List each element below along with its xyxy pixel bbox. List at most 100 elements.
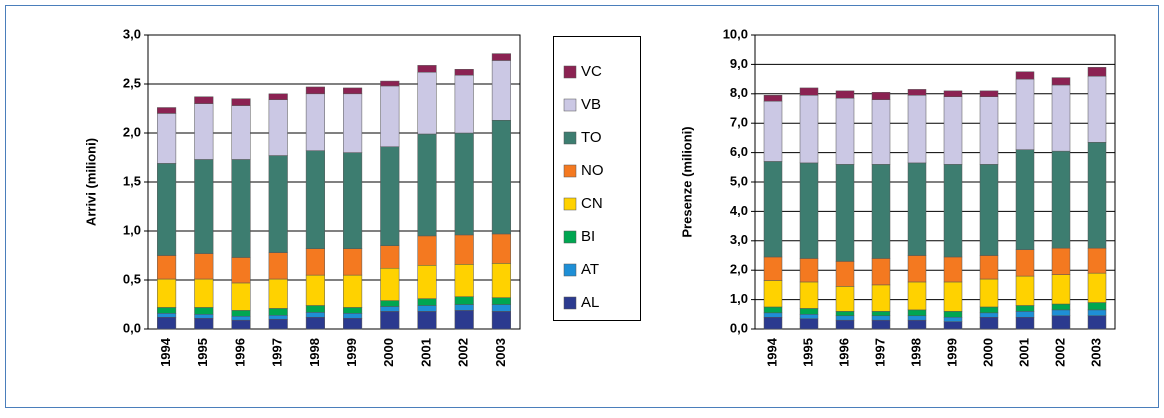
bar-segment xyxy=(380,85,400,147)
bar-segment xyxy=(305,86,325,95)
bar-segment xyxy=(907,281,927,311)
bar-segment xyxy=(268,93,288,100)
bar-segment xyxy=(231,159,251,258)
y-axis-label: Presenze (milioni) xyxy=(679,126,694,237)
bar-segment xyxy=(343,313,363,319)
bar-segment xyxy=(454,310,474,330)
bar-segment xyxy=(799,314,819,319)
bar-segment xyxy=(943,281,963,312)
bar-segment xyxy=(907,162,927,256)
legend-label: BI xyxy=(581,228,595,245)
bar-segment xyxy=(454,234,474,265)
bar-segment xyxy=(871,284,891,312)
bar-segment xyxy=(979,316,999,330)
bar-segment xyxy=(157,316,177,330)
bar-segment xyxy=(417,235,437,266)
y-tick-label: 2,0 xyxy=(123,124,141,139)
bar-segment xyxy=(871,311,891,317)
x-tick-label: 1999 xyxy=(944,338,959,367)
bar-segment xyxy=(763,312,783,318)
bar-segment xyxy=(979,278,999,308)
bar-segment xyxy=(979,96,999,165)
bar-segment xyxy=(268,99,288,156)
bar-segment xyxy=(417,133,437,237)
legend-swatch xyxy=(563,263,577,277)
bar-segment xyxy=(454,264,474,297)
bar-segment xyxy=(491,233,511,264)
bar-segment xyxy=(1015,71,1035,80)
bar-segment xyxy=(343,93,363,153)
bar-segment xyxy=(835,315,855,321)
bar-segment xyxy=(417,298,437,306)
bar-segment xyxy=(871,258,891,286)
bar-segment xyxy=(1087,272,1107,303)
bar-segment xyxy=(799,87,819,96)
bar-segment xyxy=(454,296,474,305)
legend-label: VC xyxy=(581,63,602,80)
bar-segment xyxy=(799,318,819,330)
bar-segment xyxy=(979,164,999,256)
bar-segment xyxy=(417,311,437,330)
x-tick-label: 1996 xyxy=(836,338,851,367)
bar-segment xyxy=(194,253,214,280)
bar-segment xyxy=(763,306,783,314)
bar-segment xyxy=(943,321,963,330)
bar-segment xyxy=(305,93,325,151)
bar-segment xyxy=(1087,142,1107,249)
bar-segment xyxy=(268,155,288,253)
bar-segment xyxy=(231,316,251,321)
bar-segment xyxy=(1051,150,1071,249)
bar-segment xyxy=(417,65,437,73)
bar-segment xyxy=(979,312,999,318)
bar-segment xyxy=(343,248,363,276)
legend-swatch xyxy=(563,197,577,211)
bar-segment xyxy=(1051,274,1071,305)
y-axis-label: Arrivi (milioni) xyxy=(83,138,98,226)
bar-segment xyxy=(799,162,819,259)
bar-segment xyxy=(1051,309,1071,317)
bar-segment xyxy=(835,164,855,262)
y-tick-label: 9,0 xyxy=(730,56,748,71)
bar-segment xyxy=(305,150,325,249)
bar-segment xyxy=(194,278,214,308)
bar-segment xyxy=(835,97,855,165)
bar-segment xyxy=(943,256,963,283)
bar-segment xyxy=(231,310,251,317)
x-tick-label: 1996 xyxy=(232,338,247,367)
bar-segment xyxy=(835,319,855,330)
legend-swatch xyxy=(563,65,577,79)
bar-segment xyxy=(979,90,999,97)
y-tick-label: 0,0 xyxy=(730,320,748,335)
y-tick-label: 3,0 xyxy=(730,232,748,247)
bar-segment xyxy=(871,99,891,165)
bar-segment xyxy=(491,304,511,312)
bar-segment xyxy=(417,71,437,135)
bar-segment xyxy=(835,311,855,317)
bar-segment xyxy=(157,107,177,114)
bar-segment xyxy=(268,278,288,309)
bar-segment xyxy=(305,274,325,306)
x-tick-label: 2000 xyxy=(980,338,995,367)
bar-segment xyxy=(343,317,363,330)
bar-segment xyxy=(305,248,325,276)
bar-segment xyxy=(1015,149,1035,250)
bar-segment xyxy=(194,314,214,319)
y-tick-label: 5,0 xyxy=(730,173,748,188)
legend-label: AT xyxy=(581,261,599,278)
x-tick-label: 1997 xyxy=(872,338,887,367)
bar-segment xyxy=(1015,316,1035,330)
bar-segment xyxy=(763,161,783,258)
y-tick-label: 3,0 xyxy=(123,26,141,41)
x-tick-label: 1994 xyxy=(158,337,173,367)
bar-segment xyxy=(157,278,177,308)
bar-segment xyxy=(1051,315,1071,330)
bar-segment xyxy=(380,245,400,269)
x-tick-label: 1994 xyxy=(764,337,779,367)
bar-segment xyxy=(194,307,214,315)
bar-segment xyxy=(943,90,963,97)
bar-segment xyxy=(1087,302,1107,311)
bar-segment xyxy=(305,305,325,313)
y-tick-label: 4,0 xyxy=(730,203,748,218)
bar-segment xyxy=(491,120,511,235)
